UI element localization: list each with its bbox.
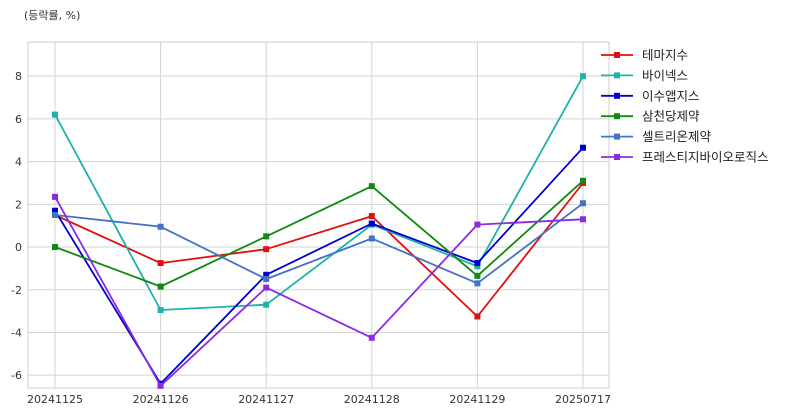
series-line — [54, 196, 584, 387]
data-point — [263, 301, 270, 308]
y-tick-label: 6 — [15, 113, 22, 126]
legend-marker — [614, 72, 620, 79]
data-point — [474, 263, 481, 270]
series-line — [54, 75, 584, 311]
data-point — [580, 73, 586, 80]
data-point — [52, 244, 58, 251]
y-tick-label: 8 — [15, 70, 22, 83]
data-point — [474, 221, 481, 228]
data-point — [52, 111, 58, 118]
data-point — [580, 177, 586, 184]
data-point — [580, 144, 586, 151]
data-point — [52, 212, 58, 218]
data-point — [368, 213, 375, 220]
x-tick-label: 20250717 — [555, 393, 611, 406]
x-tick-label: 20241125 — [27, 393, 83, 406]
y-tick-label: -2 — [11, 284, 22, 297]
data-point — [263, 271, 270, 278]
data-point — [474, 313, 481, 320]
data-point — [263, 276, 270, 283]
legend-item: 바이넥스 — [601, 68, 688, 83]
data-point — [263, 246, 270, 253]
x-tick-label: 20241126 — [133, 393, 189, 406]
legend-item: 프레스티지바이오로직스 — [601, 150, 769, 165]
series-lines — [52, 73, 586, 389]
plot-frame — [27, 41, 610, 389]
series-2 — [52, 73, 586, 314]
series-5 — [52, 200, 586, 287]
legend-marker — [614, 154, 620, 160]
y-tick-label: 4 — [15, 156, 22, 169]
x-tick-label: 20241128 — [344, 393, 400, 406]
data-point — [157, 382, 164, 389]
series-line — [54, 202, 584, 285]
legend-label: 이수앱지스 — [642, 88, 700, 103]
data-point — [157, 260, 164, 267]
unit-label: (등락률, %) — [24, 9, 80, 22]
data-point — [474, 280, 481, 287]
legend-label: 프레스티지바이오로직스 — [642, 150, 769, 165]
data-point — [580, 216, 586, 223]
legend-label: 바이넥스 — [642, 68, 688, 83]
series-line — [54, 180, 584, 288]
data-point — [263, 284, 270, 291]
y-tick-label: -6 — [11, 369, 22, 382]
legend-marker — [614, 133, 620, 140]
axes: -6 -4 -2 0 2 4 6 8 20241125 20241126 20241127 20241… — [11, 70, 611, 406]
series-line — [54, 182, 584, 318]
data-point — [368, 235, 375, 242]
legend-item: 삼천당제약 — [601, 109, 700, 124]
legend-item: 셀트리온제약 — [601, 129, 712, 144]
legend-label: 테마지수 — [642, 48, 688, 63]
legend-marker — [614, 52, 620, 58]
data-point — [52, 193, 58, 200]
data-point — [157, 307, 164, 314]
legend-marker — [614, 92, 620, 99]
y-tick-label: 0 — [15, 241, 22, 254]
data-point — [368, 220, 375, 227]
x-tick-label: 20241127 — [238, 393, 294, 406]
data-point — [580, 200, 586, 207]
legend-label: 삼천당제약 — [642, 109, 700, 124]
y-tick-label: 2 — [15, 198, 22, 211]
series-6 — [52, 193, 586, 389]
series-4 — [52, 177, 586, 290]
data-point — [368, 183, 375, 190]
x-tick-label: 20241129 — [449, 393, 505, 406]
data-point — [157, 223, 164, 230]
data-point — [52, 207, 58, 214]
legend-item: 테마지수 — [601, 48, 688, 63]
legend-label: 셀트리온제약 — [642, 129, 712, 144]
legend-item: 이수앱지스 — [601, 88, 700, 103]
data-point — [474, 272, 481, 279]
data-point — [263, 233, 270, 240]
data-point — [474, 260, 481, 267]
y-tick-label: -4 — [11, 326, 22, 339]
legend-marker — [614, 113, 620, 120]
data-point — [157, 283, 164, 290]
data-point — [368, 334, 375, 341]
